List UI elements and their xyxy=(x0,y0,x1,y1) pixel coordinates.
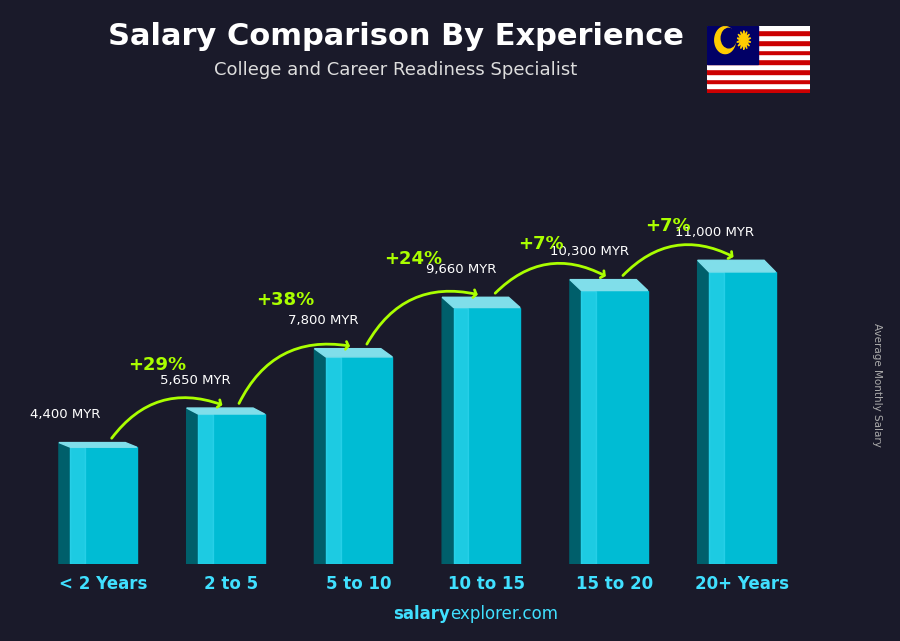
Bar xyxy=(706,45,810,50)
Bar xyxy=(706,50,810,54)
Polygon shape xyxy=(442,297,520,308)
Polygon shape xyxy=(58,442,70,564)
Bar xyxy=(706,54,810,60)
Bar xyxy=(454,308,520,564)
Polygon shape xyxy=(715,27,735,54)
Bar xyxy=(706,88,810,93)
Bar xyxy=(706,26,810,30)
Text: +7%: +7% xyxy=(518,235,563,253)
Bar xyxy=(706,64,810,69)
Text: College and Career Readiness Specialist: College and Career Readiness Specialist xyxy=(214,61,578,79)
Text: 7,800 MYR: 7,800 MYR xyxy=(288,315,358,328)
Circle shape xyxy=(721,28,736,48)
Polygon shape xyxy=(737,31,751,49)
Bar xyxy=(706,40,810,45)
Bar xyxy=(706,30,810,35)
Polygon shape xyxy=(314,349,326,564)
Text: Average Monthly Salary: Average Monthly Salary xyxy=(872,322,883,447)
Text: 10,300 MYR: 10,300 MYR xyxy=(550,246,628,258)
Polygon shape xyxy=(70,447,85,564)
Polygon shape xyxy=(570,279,581,564)
Polygon shape xyxy=(326,357,340,564)
Text: +38%: +38% xyxy=(256,291,314,309)
Polygon shape xyxy=(186,408,198,564)
Bar xyxy=(709,272,776,564)
Polygon shape xyxy=(186,408,265,414)
Text: 9,660 MYR: 9,660 MYR xyxy=(426,263,497,276)
Bar xyxy=(706,69,810,74)
Text: +29%: +29% xyxy=(128,356,186,374)
Polygon shape xyxy=(314,349,392,357)
Text: 4,400 MYR: 4,400 MYR xyxy=(30,408,101,421)
Polygon shape xyxy=(442,297,454,564)
Text: +24%: +24% xyxy=(383,250,442,268)
Text: 11,000 MYR: 11,000 MYR xyxy=(675,226,754,239)
Bar xyxy=(706,35,810,40)
Polygon shape xyxy=(709,272,724,564)
Bar xyxy=(706,74,810,79)
Bar xyxy=(706,26,758,64)
Bar xyxy=(198,414,265,564)
Polygon shape xyxy=(581,290,596,564)
Bar xyxy=(581,290,648,564)
Bar xyxy=(70,447,137,564)
Text: +7%: +7% xyxy=(645,217,691,235)
Bar xyxy=(706,83,810,88)
Polygon shape xyxy=(698,260,776,272)
Bar xyxy=(706,79,810,83)
Polygon shape xyxy=(570,279,648,290)
Text: 5,650 MYR: 5,650 MYR xyxy=(160,374,231,387)
Polygon shape xyxy=(454,308,468,564)
Text: salary: salary xyxy=(393,605,450,623)
Polygon shape xyxy=(58,442,137,447)
Polygon shape xyxy=(198,414,212,564)
Polygon shape xyxy=(698,260,709,564)
Text: Salary Comparison By Experience: Salary Comparison By Experience xyxy=(108,22,684,51)
Bar xyxy=(706,60,810,64)
Bar xyxy=(326,357,392,564)
Text: explorer.com: explorer.com xyxy=(450,605,558,623)
